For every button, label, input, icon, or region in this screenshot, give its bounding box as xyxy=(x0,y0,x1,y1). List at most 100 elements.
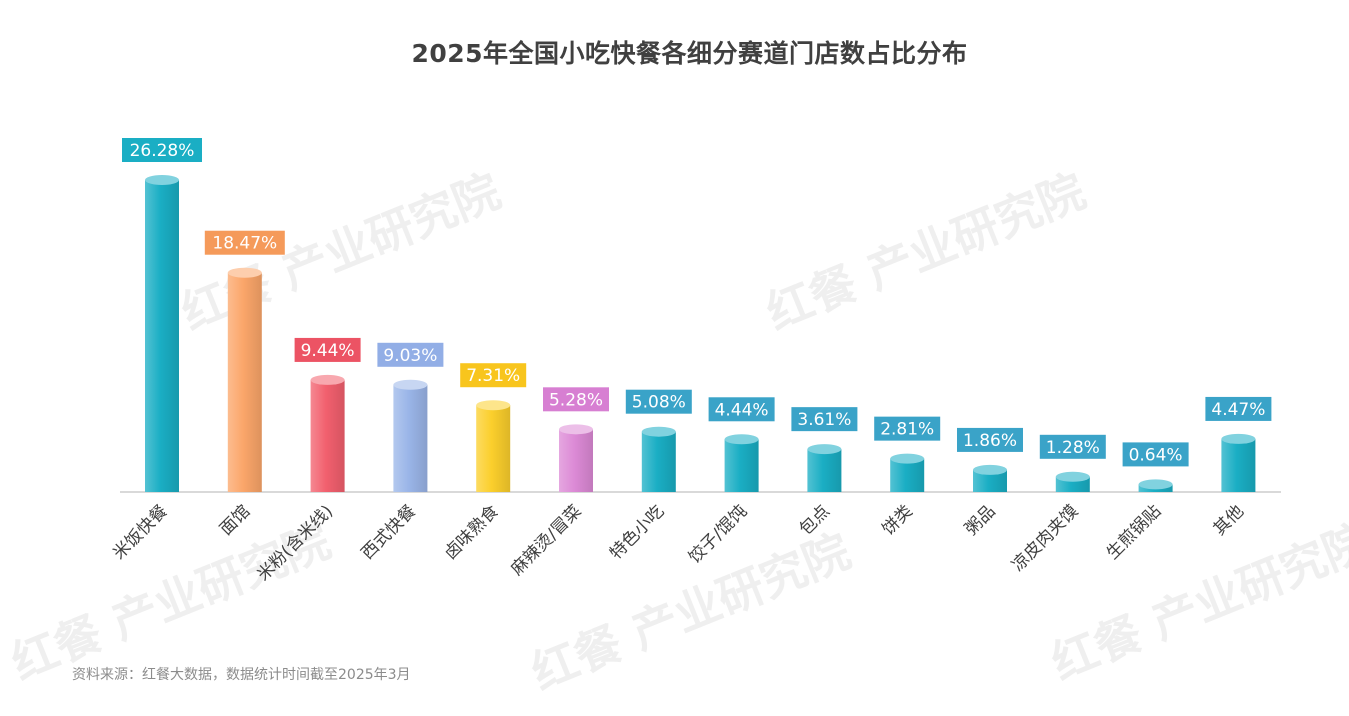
data-label: 5.28% xyxy=(543,387,609,412)
bar xyxy=(807,444,842,492)
chart-title: 2025年全国小吃快餐各细分赛道门店数占比分布 xyxy=(411,39,968,68)
data-label-box xyxy=(1122,442,1189,467)
bar xyxy=(476,400,511,492)
bar xyxy=(1221,433,1256,492)
data-label: 7.31% xyxy=(460,363,527,388)
bar-cap xyxy=(890,453,925,464)
data-label-box xyxy=(791,407,858,432)
x-tick-label: 米饭快餐 xyxy=(109,501,171,563)
data-label: 1.28% xyxy=(1039,434,1106,459)
data-label-text: 18.47% xyxy=(212,234,277,254)
data-label-box xyxy=(460,363,527,388)
bar-body xyxy=(227,272,262,492)
data-label-text: 4.47% xyxy=(1211,400,1265,420)
x-tick-label: 粥品 xyxy=(961,501,999,539)
data-label-text: 2.81% xyxy=(880,420,934,440)
data-label-text: 1.28% xyxy=(1046,438,1100,458)
data-label-text: 5.08% xyxy=(632,393,686,413)
bar-body xyxy=(145,180,179,492)
bar-cap xyxy=(227,267,262,278)
data-label: 18.47% xyxy=(204,230,285,255)
data-label-box xyxy=(294,337,361,362)
bar-cap xyxy=(724,434,759,445)
data-label-text: 3.61% xyxy=(797,410,851,430)
data-label-box xyxy=(874,416,941,441)
data-label: 9.03% xyxy=(377,342,444,367)
data-label-box xyxy=(204,230,285,255)
bar xyxy=(1055,471,1090,492)
x-tick-label: 西式快餐 xyxy=(358,501,420,563)
bar-cap xyxy=(1055,471,1090,482)
bar-cap xyxy=(973,464,1007,475)
data-label: 9.44% xyxy=(294,337,361,362)
data-label-box xyxy=(625,389,692,414)
bar-body xyxy=(310,379,345,492)
bar-cap xyxy=(807,444,842,455)
data-label-box xyxy=(122,138,202,162)
bar xyxy=(559,424,593,492)
watermark-text: 红餐 产业研究院 xyxy=(1044,514,1349,691)
x-tick-label: 面馆 xyxy=(216,501,254,539)
bar-body xyxy=(807,449,842,492)
x-tick-label: 生煎锅贴 xyxy=(1103,501,1165,563)
bar-cap xyxy=(559,424,593,435)
data-label-box xyxy=(543,387,609,412)
bar-body xyxy=(1221,438,1256,492)
bar xyxy=(393,379,428,492)
bar xyxy=(973,464,1007,492)
watermark-text: 红餐 产业研究院 xyxy=(759,164,1093,341)
data-label-box xyxy=(708,397,775,422)
bar xyxy=(310,374,345,492)
bar xyxy=(890,453,925,492)
data-label-box xyxy=(1205,396,1272,421)
bar-cap xyxy=(145,175,179,185)
data-label: 5.08% xyxy=(625,389,692,414)
data-label-box xyxy=(957,427,1023,452)
bar-body xyxy=(393,384,428,492)
data-label-text: 5.28% xyxy=(549,390,603,410)
bar xyxy=(1138,479,1173,492)
data-label-text: 26.28% xyxy=(130,141,195,161)
bar xyxy=(145,175,179,492)
x-tick-label: 卤味熟食 xyxy=(440,501,503,564)
data-label: 2.81% xyxy=(874,416,941,441)
bar-body xyxy=(973,469,1007,492)
bar-cap xyxy=(1138,479,1173,490)
x-tick-label: 凉皮肉夹馍 xyxy=(1008,501,1082,575)
bar-body xyxy=(641,431,676,492)
bar xyxy=(641,426,676,492)
data-label: 4.47% xyxy=(1205,396,1272,421)
data-label: 1.86% xyxy=(957,427,1023,452)
x-tick-label: 麻辣烫/冒菜 xyxy=(507,501,585,579)
bar-cap xyxy=(310,374,345,385)
data-label-text: 9.03% xyxy=(383,346,437,366)
data-label: 4.44% xyxy=(708,397,775,422)
data-labels: 26.28% 18.47% 9.44% 9.03% 7.31% 5.28% 5.08% 4.4… xyxy=(122,138,1272,467)
data-label-text: 0.64% xyxy=(1129,445,1183,465)
data-label-box xyxy=(1039,434,1106,459)
bar-cap xyxy=(393,379,428,390)
bar-body xyxy=(890,458,925,492)
bar-body xyxy=(724,439,759,492)
source-note: 资料来源：红餐大数据，数据统计时间截至2025年3月 xyxy=(72,667,411,683)
data-label: 26.28% xyxy=(122,138,202,162)
bar-series xyxy=(145,175,1256,492)
bar-body xyxy=(476,405,511,492)
data-label-box xyxy=(377,342,444,367)
data-label-text: 1.86% xyxy=(963,431,1017,451)
bar-cap xyxy=(1221,433,1256,444)
data-label-text: 4.44% xyxy=(715,400,769,420)
bar-cap xyxy=(476,400,511,411)
data-label-text: 9.44% xyxy=(301,341,355,361)
x-tick-label: 特色小吃 xyxy=(606,501,668,563)
data-label: 0.64% xyxy=(1122,442,1189,467)
bar-cap xyxy=(641,426,676,437)
x-tick-label: 其他 xyxy=(1210,501,1248,539)
bar xyxy=(724,434,759,492)
x-tick-label: 饺子/馄饨 xyxy=(685,501,751,567)
bar xyxy=(227,267,262,492)
x-tick-label: 饼类 xyxy=(879,501,917,539)
bar-body xyxy=(559,429,593,492)
data-label-text: 7.31% xyxy=(466,366,520,386)
